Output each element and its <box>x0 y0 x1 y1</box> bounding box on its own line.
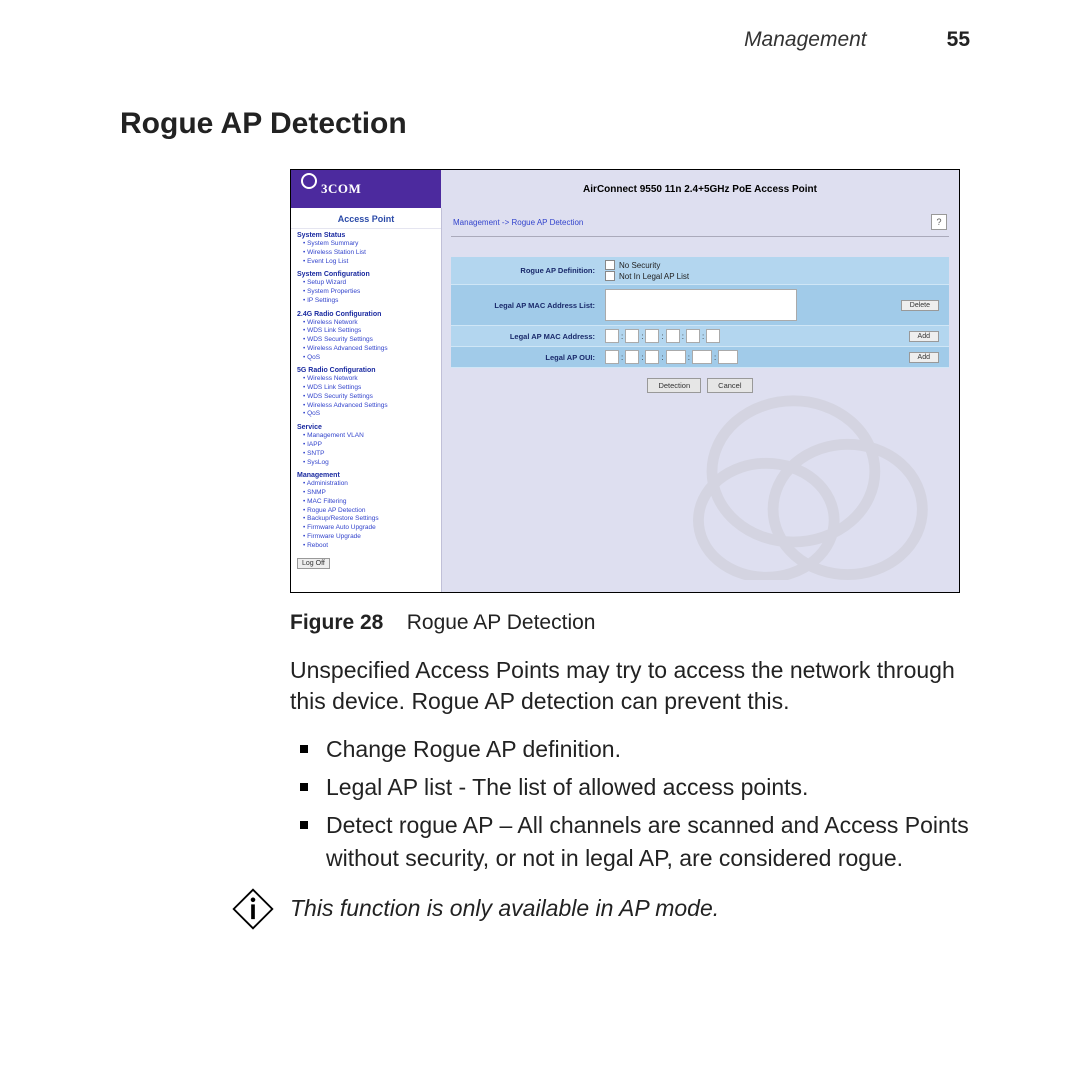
mac-field[interactable] <box>605 329 619 343</box>
label-legal-ap-oui: Legal AP OUI: <box>451 347 601 367</box>
nav-group: System StatusSystem SummaryWireless Stat… <box>291 229 441 268</box>
figure-caption-text: Rogue AP Detection <box>407 611 596 634</box>
breadcrumb: Management -> Rogue AP Detection <box>453 218 583 227</box>
nav-link[interactable]: Reboot <box>303 542 437 551</box>
help-button[interactable]: ? <box>931 214 947 230</box>
mac-field[interactable] <box>706 329 720 343</box>
bullet-list: Change Rogue AP definition. Legal AP list… <box>290 733 970 874</box>
nav-link[interactable]: IAPP <box>303 441 437 450</box>
oui-field[interactable] <box>645 350 659 364</box>
label-rogue-definition: Rogue AP Definition: <box>451 257 601 284</box>
oui-field[interactable] <box>718 350 738 364</box>
nav-link[interactable]: SNTP <box>303 450 437 459</box>
nav-link[interactable]: Wireless Advanced Settings <box>303 345 437 354</box>
nav-link[interactable]: WDS Security Settings <box>303 336 437 345</box>
nav-heading: 2.4G Radio Configuration <box>297 311 437 318</box>
nav-link[interactable]: Administration <box>303 480 437 489</box>
oui-inputs: : : : : : <box>605 350 738 364</box>
bullet-item: Change Rogue AP definition. <box>290 733 970 765</box>
intro-paragraph: Unspecified Access Points may try to acc… <box>290 655 970 717</box>
nav-link[interactable]: WDS Link Settings <box>303 327 437 336</box>
nav-group: System ConfigurationSetup WizardSystem P… <box>291 268 441 307</box>
product-title: AirConnect 9550 11n 2.4+5GHz PoE Access … <box>441 170 959 208</box>
bullet-item: Detect rogue AP – All channels are scann… <box>290 809 970 873</box>
mac-field[interactable] <box>666 329 680 343</box>
nav-group: 2.4G Radio ConfigurationWireless Network… <box>291 308 441 365</box>
nav-link[interactable]: Wireless Network <box>303 375 437 384</box>
nav-link[interactable]: Event Log List <box>303 258 437 267</box>
bullet-item: Legal AP list - The list of allowed acce… <box>290 771 970 803</box>
sidebar-heading: Access Point <box>291 208 441 229</box>
nav-link[interactable]: SNMP <box>303 489 437 498</box>
row-legal-ap-mac: Legal AP MAC Address: : : : : : Add <box>451 326 949 347</box>
nav-link[interactable]: Wireless Advanced Settings <box>303 402 437 411</box>
info-icon <box>230 886 276 932</box>
brand-text: 3COM <box>321 181 361 197</box>
nav-link[interactable]: Firmware Auto Upgrade <box>303 524 437 533</box>
sidebar: 3COM Access Point System StatusSystem Su… <box>291 170 442 592</box>
page-header: Management 55 <box>120 28 970 52</box>
nav-link[interactable]: Backup/Restore Settings <box>303 515 437 524</box>
delete-button[interactable]: Delete <box>901 300 939 311</box>
nav-link[interactable]: IP Settings <box>303 297 437 306</box>
checkbox-no-security[interactable] <box>605 260 615 270</box>
nav-link[interactable]: MAC Filtering <box>303 498 437 507</box>
note-row: This function is only available in AP mo… <box>120 886 970 932</box>
main-panel: Management -> Rogue AP Detection ? Rogue… <box>451 210 949 393</box>
figure-label: Figure 28 <box>290 611 383 634</box>
logoff-button[interactable]: Log Off <box>297 558 330 569</box>
brand-logo: 3COM <box>291 170 441 208</box>
page-number: 55 <box>947 28 970 52</box>
nav-heading: System Status <box>297 232 437 239</box>
oui-field[interactable] <box>692 350 712 364</box>
mac-field[interactable] <box>645 329 659 343</box>
nav-link[interactable]: Setup Wizard <box>303 279 437 288</box>
section-title: Rogue AP Detection <box>120 107 970 141</box>
cancel-button[interactable]: Cancel <box>707 378 752 393</box>
checkbox-not-in-legal[interactable] <box>605 271 615 281</box>
nav-link[interactable]: System Summary <box>303 240 437 249</box>
nav-heading: System Configuration <box>297 271 437 278</box>
row-rogue-definition: Rogue AP Definition: No Security Not In … <box>451 257 949 285</box>
nav-link[interactable]: System Properties <box>303 288 437 297</box>
oui-field[interactable] <box>605 350 619 364</box>
screenshot-frame: 3COM Access Point System StatusSystem Su… <box>290 169 960 593</box>
nav-link[interactable]: SysLog <box>303 459 437 468</box>
note-text: This function is only available in AP mo… <box>290 895 719 922</box>
mac-field[interactable] <box>686 329 700 343</box>
label-legal-ap-list: Legal AP MAC Address List: <box>451 285 601 325</box>
nav-link[interactable]: Wireless Station List <box>303 249 437 258</box>
row-legal-ap-oui: Legal AP OUI: : : : : : Add <box>451 347 949 368</box>
oui-field[interactable] <box>625 350 639 364</box>
header-section-label: Management <box>744 28 867 52</box>
nav-group: ServiceManagement VLANIAPPSNTPSysLog <box>291 421 441 469</box>
mac-field[interactable] <box>625 329 639 343</box>
nav-group: 5G Radio ConfigurationWireless NetworkWD… <box>291 364 441 421</box>
watermark-rings-icon <box>667 390 947 580</box>
brand-ring-icon <box>301 173 317 189</box>
detection-button[interactable]: Detection <box>647 378 701 393</box>
nav-link[interactable]: Firmware Upgrade <box>303 533 437 542</box>
nav-link[interactable]: Wireless Network <box>303 319 437 328</box>
nav-link[interactable]: WDS Link Settings <box>303 384 437 393</box>
nav-link[interactable]: Management VLAN <box>303 432 437 441</box>
figure-caption: Figure 28 Rogue AP Detection <box>290 611 970 635</box>
nav-group: ManagementAdministrationSNMPMAC Filterin… <box>291 469 441 552</box>
option-not-in-legal: Not In Legal AP List <box>619 272 689 281</box>
nav-link[interactable]: QoS <box>303 410 437 419</box>
add-mac-button[interactable]: Add <box>909 331 939 342</box>
label-legal-ap-mac: Legal AP MAC Address: <box>451 326 601 346</box>
nav-link[interactable]: QoS <box>303 354 437 363</box>
oui-field[interactable] <box>666 350 686 364</box>
add-oui-button[interactable]: Add <box>909 352 939 363</box>
nav-heading: Service <box>297 424 437 431</box>
nav-link[interactable]: Rogue AP Detection <box>303 507 437 516</box>
nav-link[interactable]: WDS Security Settings <box>303 393 437 402</box>
legal-ap-list-textarea[interactable] <box>605 289 797 321</box>
row-legal-ap-list: Legal AP MAC Address List: Delete <box>451 285 949 326</box>
mac-address-inputs: : : : : : <box>605 329 720 343</box>
option-no-security: No Security <box>619 261 660 270</box>
nav-heading: Management <box>297 472 437 479</box>
nav-heading: 5G Radio Configuration <box>297 367 437 374</box>
